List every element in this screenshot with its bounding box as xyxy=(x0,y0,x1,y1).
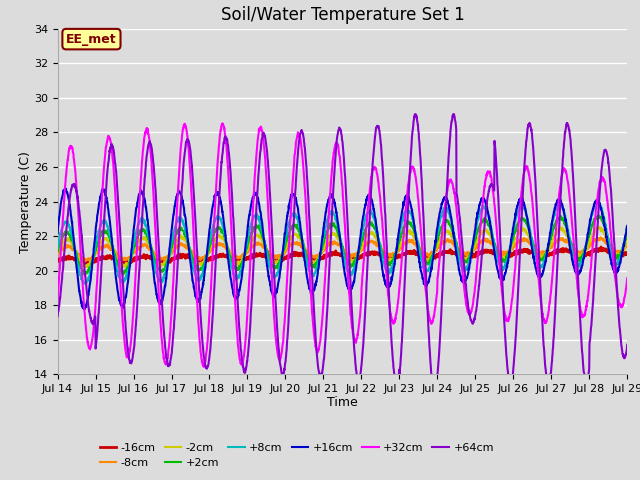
X-axis label: Time: Time xyxy=(327,396,358,408)
Y-axis label: Temperature (C): Temperature (C) xyxy=(19,151,32,252)
Text: EE_met: EE_met xyxy=(66,33,116,46)
Title: Soil/Water Temperature Set 1: Soil/Water Temperature Set 1 xyxy=(221,6,464,24)
Legend: -16cm, -8cm, -2cm, +2cm, +8cm, +16cm, +32cm, +64cm: -16cm, -8cm, -2cm, +2cm, +8cm, +16cm, +3… xyxy=(95,438,499,472)
